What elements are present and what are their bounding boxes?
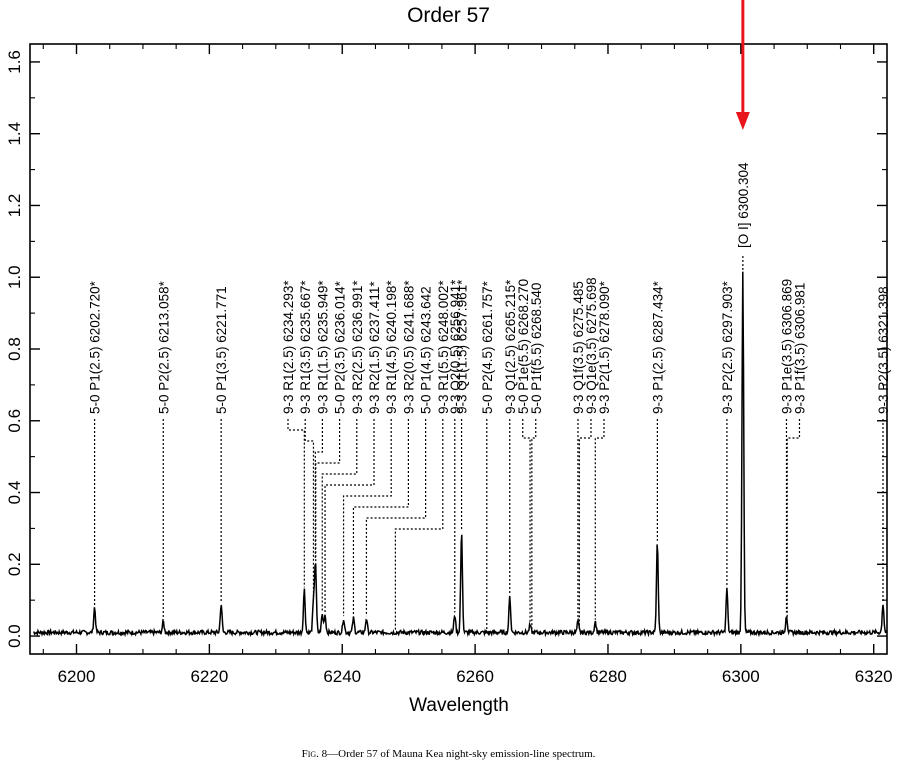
annotation-leader bbox=[342, 419, 392, 617]
line-annotation-label: 5-0 P1(3.5) 6221.771 bbox=[214, 286, 229, 414]
line-annotation-label: 9-3 P1f(3.5) 6306.981 bbox=[792, 283, 807, 414]
spectrum-line bbox=[33, 271, 888, 638]
line-annotation-label: 5-0 P2(4.5) 6261.757* bbox=[480, 280, 495, 414]
y-tick-label: 1.0 bbox=[5, 265, 24, 289]
line-annotation-label: 9-3 R1(4.5) 6240.198* bbox=[384, 280, 399, 414]
annotation-leader bbox=[321, 419, 358, 613]
y-tick-label: 0.0 bbox=[5, 624, 24, 648]
line-annotation-label: [O I] 6300.304 bbox=[736, 162, 751, 248]
line-annotation-label: 9-3 Q1(2.5) 6265.215* bbox=[503, 279, 518, 414]
annotation-leader bbox=[786, 419, 801, 619]
line-annotation-label: 9-3 R2(1.5) 6237.411* bbox=[367, 281, 382, 414]
y-tick-label: 0.4 bbox=[5, 481, 24, 505]
annotation-leader bbox=[394, 419, 444, 631]
x-axis-label: Wavelength bbox=[409, 695, 509, 716]
figure-caption: Fig. 8—Order 57 of Mauna Kea night-sky e… bbox=[0, 748, 897, 760]
line-annotation-label: 9-3 R1(3.5) 6235.667* bbox=[298, 280, 313, 414]
y-tick-label: 1.6 bbox=[5, 50, 24, 74]
line-annotation-label: 9-3 P1e(3.5) 6306.869 bbox=[779, 279, 794, 414]
annotation-leader bbox=[315, 419, 341, 564]
figure-number: Fig. 8 bbox=[301, 748, 328, 760]
line-annotation-label: 5-0 P1f(5.5) 6268.540 bbox=[529, 283, 544, 414]
annotation-leader bbox=[365, 419, 427, 617]
y-tick-label: 0.6 bbox=[5, 409, 24, 433]
annotation-leader bbox=[314, 419, 323, 559]
x-tick-label: 6220 bbox=[190, 667, 228, 686]
x-tick-label: 6240 bbox=[323, 667, 361, 686]
x-tick-label: 6260 bbox=[456, 667, 494, 686]
line-annotation-label: 9-3 Q2(0.5) 6256.941* bbox=[448, 279, 463, 414]
annotation-leader bbox=[522, 419, 531, 624]
y-tick-label: 1.4 bbox=[5, 122, 24, 146]
annotation-leader bbox=[531, 419, 537, 630]
y-tick-label: 1.2 bbox=[5, 194, 24, 218]
line-annotation-label: 9-3 P2(3.5) 6321.398 bbox=[876, 286, 891, 414]
caption-text: —Order 57 of Mauna Kea night-sky emissio… bbox=[327, 748, 596, 760]
annotation-leader bbox=[324, 419, 375, 613]
line-annotation-label: 9-3 Q1f(3.5) 6275.485 bbox=[571, 281, 586, 414]
annotation-leader bbox=[287, 419, 305, 588]
annotation-leader bbox=[352, 419, 409, 617]
line-annotation-label: 9-3 P1(2.5) 6287.434* bbox=[650, 280, 665, 414]
y-tick-label: 0.8 bbox=[5, 337, 24, 361]
x-tick-label: 6200 bbox=[58, 667, 96, 686]
x-tick-label: 6280 bbox=[589, 667, 627, 686]
annotation-leader bbox=[594, 419, 605, 620]
line-annotation-label: 9-3 R2(0.5) 6241.688* bbox=[401, 280, 416, 414]
annotation-leader bbox=[304, 419, 315, 597]
line-annotation-label: 5-0 P1(4.5) 6243.642 bbox=[419, 286, 434, 414]
line-annotation-label: 9-3 R1(2.5) 6234.293* bbox=[281, 280, 296, 414]
highlight-arrow-head bbox=[735, 112, 750, 130]
line-annotation-label: 9-3 R1(5.5) 6248.002* bbox=[436, 280, 451, 414]
line-annotation-label: 5-0 P1e(5.5) 6268.270 bbox=[516, 279, 531, 414]
annotation-leader bbox=[578, 419, 592, 628]
line-annotation-label: 9-3 Q1(1.5) 6257.961* bbox=[455, 279, 470, 414]
line-annotation-label: 5-0 P1(2.5) 6202.720* bbox=[88, 280, 103, 414]
line-annotation-label: 9-3 P2(2.5) 6297.903* bbox=[720, 280, 735, 414]
x-tick-label: 6320 bbox=[855, 667, 893, 686]
line-annotation-label: 9-3 Q1e(3.5) 6275.698 bbox=[584, 277, 599, 414]
y-tick-label: 0.2 bbox=[5, 552, 24, 576]
line-annotation-label: 9-3 R2(2.5) 6236.991* bbox=[350, 280, 365, 414]
line-annotation-label: 9-3 R1(1.5) 6235.949* bbox=[315, 280, 330, 414]
x-tick-label: 6300 bbox=[722, 667, 760, 686]
line-annotation-label: 5-0 P2(3.5) 6236.014* bbox=[333, 280, 348, 414]
line-annotation-label: 5-0 P2(2.5) 6213.058* bbox=[156, 280, 171, 414]
line-annotation-label: 9-3 P2(1.5) 6278.090* bbox=[597, 280, 612, 414]
chart-title: Order 57 bbox=[407, 4, 490, 27]
